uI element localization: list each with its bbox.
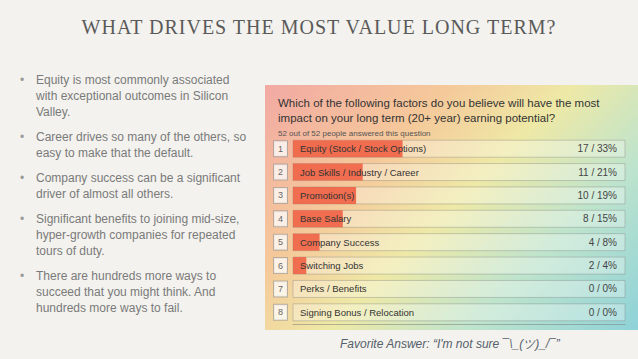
svg-text:17 / 33%: 17 / 33%: [578, 143, 618, 154]
svg-text:7: 7: [278, 284, 283, 294]
svg-text:Promotion(s): Promotion(s): [300, 190, 354, 201]
svg-text:6: 6: [278, 261, 283, 271]
svg-text:Signing Bonus / Relocation: Signing Bonus / Relocation: [300, 307, 414, 318]
svg-text:4 / 8%: 4 / 8%: [589, 237, 617, 248]
svg-text:2: 2: [278, 167, 283, 177]
svg-text:0 / 0%: 0 / 0%: [589, 307, 617, 318]
svg-text:Base Salary: Base Salary: [300, 213, 351, 224]
svg-text:2 / 4%: 2 / 4%: [589, 260, 617, 271]
svg-text:Job Skills / Industry / Career: Job Skills / Industry / Career: [300, 167, 419, 178]
svg-text:Switching Jobs: Switching Jobs: [300, 260, 364, 271]
svg-text:3: 3: [278, 190, 283, 200]
svg-text:8 / 15%: 8 / 15%: [583, 213, 617, 224]
svg-text:52 out of 52 people answered t: 52 out of 52 people answered this questi…: [278, 129, 431, 138]
html-text:Equity is most commonly associ: Equity is most commonly associated with …: [36, 73, 230, 119]
html-text:Company success can be a signi: Company success can be a significant dri…: [36, 171, 241, 201]
svg-text:4: 4: [278, 214, 283, 224]
svg-text:impact on your long term (20+: impact on your long term (20+ year) earn…: [278, 112, 555, 124]
svg-text:10 / 19%: 10 / 19%: [578, 190, 618, 201]
svg-text:11 / 21%: 11 / 21%: [578, 167, 617, 178]
svg-text:5: 5: [278, 237, 283, 247]
svg-text:1: 1: [278, 144, 283, 154]
html-text:Favorite Answer: “I'm not sure: Favorite Answer: “I'm not sure ¯\_(ツ)_/¯…: [340, 337, 560, 351]
svg-text:Which of the following factors: Which of the following factors do you be…: [278, 97, 603, 109]
svg-text:0 / 0%: 0 / 0%: [589, 283, 617, 294]
svg-text:Equity (Stock / Stock Options): Equity (Stock / Stock Options): [300, 143, 426, 154]
svg-text:Company Success: Company Success: [300, 237, 379, 248]
html-text:There are hundreds more ways t: There are hundreds more ways to succeed …: [36, 269, 217, 315]
html-text:WHAT DRIVES THE MOST VALUE LON: WHAT DRIVES THE MOST VALUE LONG TERM?: [81, 16, 557, 38]
html-text:Significant benefits to joinin: Significant benefits to joining mid-size…: [36, 212, 240, 258]
svg-text:8: 8: [278, 307, 283, 317]
svg-text:Perks / Benefits: Perks / Benefits: [300, 283, 367, 294]
html-text:Career drives so many of the o: Career drives so many of the others, so …: [36, 130, 247, 160]
